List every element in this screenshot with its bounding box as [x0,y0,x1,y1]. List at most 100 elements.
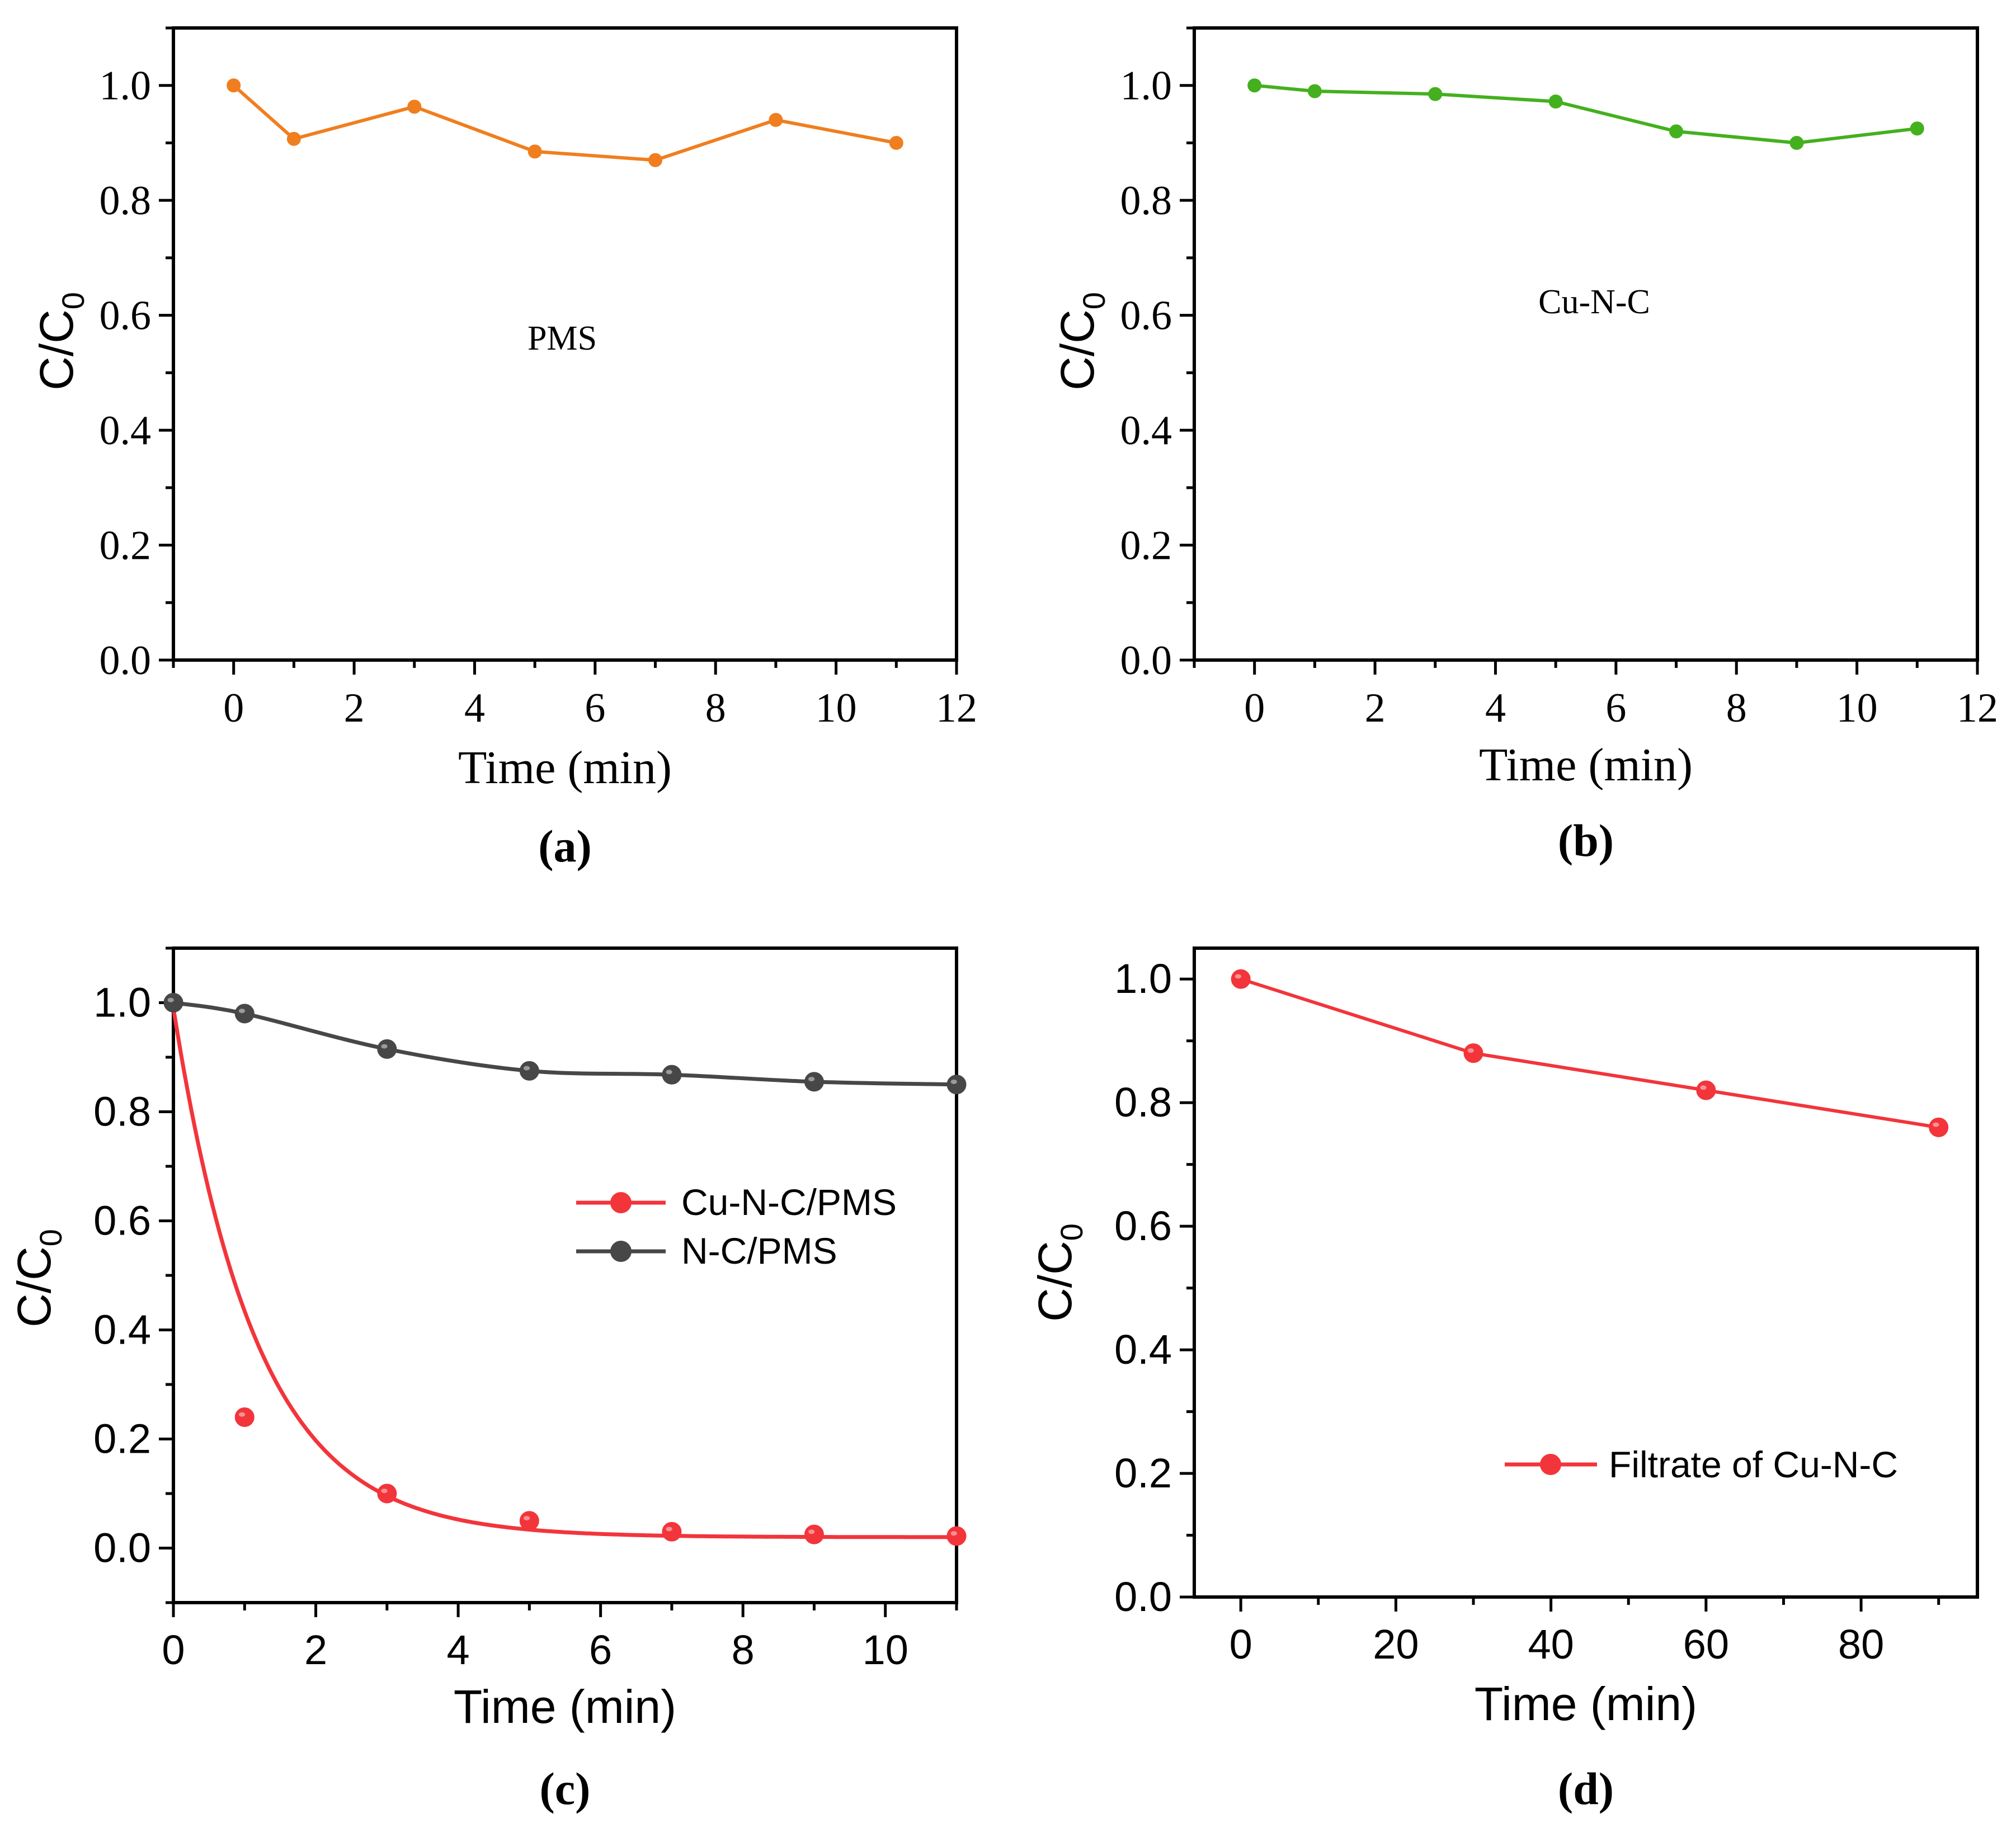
panel-d-legend: Filtrate of Cu-N-C [1505,1444,1898,1485]
series-n-c-pms-point-highlight [238,1009,246,1014]
panel-d-marks [1231,969,1949,1137]
panel-b-ytick-label: 0.4 [1120,408,1172,454]
panel-c-xtick-label: 4 [447,1627,470,1673]
panel-c-caption: (c) [539,1763,590,1814]
panel-b-ytick-label: 0.6 [1120,293,1172,339]
series-n-c-pms-point [377,1039,397,1059]
series-filtrate-of-cu-n-c-point-highlight [1700,1085,1707,1090]
panel-b-ytick-label: 0.8 [1120,178,1172,224]
panel-d: 0 20 40 60 80 0.0 0.2 0.4 0.6 0.8 1.0 Filtrate of … [1029,946,1979,1814]
panel-a-xtick-label: 4 [464,685,485,731]
panel-d-ytick-label: 0.8 [1114,1079,1172,1125]
panel-a-ytick-label: 0.6 [100,293,152,339]
panel-c-ytick-label: 0.4 [93,1307,151,1353]
series-n-c-pms-point [519,1061,539,1081]
panel-c-ylabel-sub: 0 [33,1229,68,1246]
series-n-c-pms-point-highlight [381,1044,388,1049]
panel-a-xtick-label: 8 [705,685,726,731]
panel-d-xtick-label: 40 [1528,1621,1574,1668]
series-pms-point [227,78,241,93]
series-cu-n-c-pms-point [804,1524,824,1544]
panel-b-ticks: 0 2 4 6 8 10 12 0.0 0.2 0.4 0.6 0.8 1.0 [1120,26,1998,731]
series-n-c-pms-point-highlight [666,1070,672,1075]
series-cu-n-c-pms-point-highlight [666,1527,672,1532]
panel-b-ytick-label: 0.0 [1120,638,1172,684]
series-cu-n-c-pms-point [519,1511,539,1531]
panel-b-xtick-label: 8 [1726,685,1747,731]
panel-d-ylabel-sub: 0 [1054,1223,1089,1241]
series-n-c-pms-point [804,1072,824,1092]
series-n-c-pms-point [662,1064,682,1085]
panel-b: 0 2 4 6 8 10 12 0.0 0.2 0.4 0.6 0.8 1.0 Cu-N-C Time … [1051,26,1998,866]
series-cu-n-c-point [1910,121,1924,136]
series-filtrate-of-cu-n-c-point-highlight [1933,1122,1939,1127]
panel-d-ytick-label: 0.4 [1114,1326,1172,1373]
series-cu-n-c-pms-point-highlight [808,1529,815,1534]
panel-d-ytick-label: 0.0 [1114,1574,1172,1620]
series-cu-n-c-pms-point-highlight [523,1515,530,1520]
panel-b-xtick-label: 2 [1365,685,1386,731]
panel-c-ytick-label: 0.6 [93,1198,151,1244]
panel-d-xtick-label: 60 [1683,1621,1729,1668]
panel-a-xtick-label: 2 [344,685,365,731]
panel-c-xtick-label: 0 [162,1627,185,1673]
panel-a-annotation: PMS [527,319,597,357]
panel-a-xtick-label: 12 [936,685,977,731]
series-pms-point [286,131,301,146]
panel-d-ytick-label: 0.2 [1114,1450,1172,1496]
series-cu-n-c-line [1254,83,1918,145]
panel-d-frame [1193,946,1979,1599]
panel-d-ylabel-main: C/C [1029,1241,1081,1322]
panel-b-xtick-label: 6 [1605,685,1626,731]
panel-b-xtick-label: 10 [1836,685,1878,731]
panel-c-ytick-label: 0.2 [93,1416,151,1462]
panel-a-ytick-label: 0.8 [100,178,152,224]
legend-label-filtrate: Filtrate of Cu-N-C [1609,1444,1898,1485]
panel-c-xtick-label: 6 [589,1627,612,1673]
panel-a-xtick-label: 0 [223,685,244,731]
panel-d-ylabel: C/C0 [1029,1223,1089,1322]
series-cu-n-c-point [1789,135,1804,150]
panel-a-ytick-label: 1.0 [100,63,152,109]
series-cu-n-c-pms-point-highlight [381,1489,388,1494]
series-n-c-pms-point [234,1004,255,1024]
panel-c-xtick-label: 2 [304,1627,327,1673]
series-n-c-pms-point-highlight [950,1079,957,1084]
series-cu-n-c-pms-fit-curve [171,1007,957,1539]
series-filtrate-of-cu-n-c-point [1463,1043,1483,1063]
panel-a-ytick-label: 0.0 [100,638,152,684]
panel-a-ylabel-sub: 0 [55,292,91,309]
panel-a-marks [227,78,903,167]
legend-marker-filtrate [1540,1454,1561,1475]
panel-c-xlabel: Time (min) [454,1680,676,1733]
legend-label-ncpms: N-C/PMS [681,1230,837,1271]
panel-b-annotation: Cu-N-C [1538,283,1650,321]
panel-c-marks [163,993,967,1546]
panel-b-marks [1247,78,1924,150]
legend-marker-ncpms [610,1241,632,1262]
panel-b-ytick-label: 0.2 [1120,523,1172,569]
panel-b-ylabel-sub: 0 [1076,292,1111,309]
series-filtrate-of-cu-n-c-line [1240,977,1939,1129]
series-pms-point [769,112,783,127]
series-pms-point [527,144,542,159]
panel-b-frame [1193,26,1979,662]
series-cu-n-c-pms-point [946,1526,967,1546]
panel-c-xtick-label: 10 [863,1627,908,1673]
panel-d-caption: (d) [1558,1763,1614,1814]
series-cu-n-c-point [1307,84,1322,98]
panel-b-ytick-label: 1.0 [1120,63,1172,109]
panel-c-ytick-label: 1.0 [93,979,151,1026]
panel-d-xtick-label: 20 [1373,1621,1419,1668]
series-filtrate-of-cu-n-c-point-highlight [1235,974,1241,979]
series-cu-n-c-pms-point-highlight [238,1412,246,1417]
panel-c-ticks: 0 2 4 6 8 10 0.0 0.2 0.4 0.6 0.8 1.0 [93,946,958,1673]
series-filtrate-of-cu-n-c-point [1231,969,1251,989]
panel-c: 0 2 4 6 8 10 0.0 0.2 0.4 0.6 0.8 1.0 Cu-N-C/PMS N-C… [8,946,967,1814]
series-filtrate-of-cu-n-c-point [1696,1080,1716,1100]
panel-d-ytick-label: 1.0 [1114,955,1172,1002]
series-pms-point [889,135,903,150]
series-cu-n-c-pms-point [377,1483,397,1504]
panel-b-caption: (b) [1558,815,1614,866]
